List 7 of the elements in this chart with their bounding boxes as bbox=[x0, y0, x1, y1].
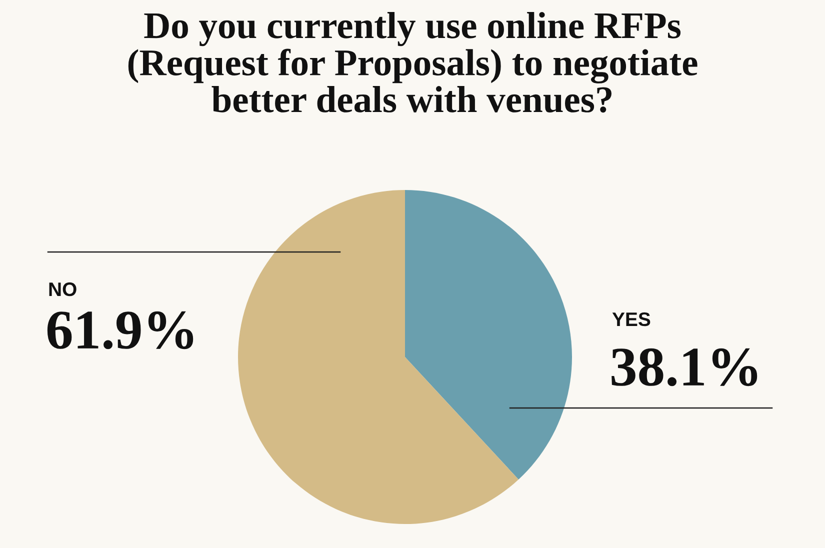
chart-title: Do you currently use online RFPs (Request for Proposals) to negotiate better deals with venues? bbox=[128, 12, 698, 113]
data-label: 38.1% bbox=[612, 348, 758, 386]
pie-slice bbox=[405, 190, 572, 480]
data-label: 61.9% bbox=[47, 311, 194, 350]
pie-slice bbox=[238, 190, 519, 524]
slice-label: NO bbox=[49, 282, 76, 296]
slice-label: YES bbox=[612, 312, 650, 326]
